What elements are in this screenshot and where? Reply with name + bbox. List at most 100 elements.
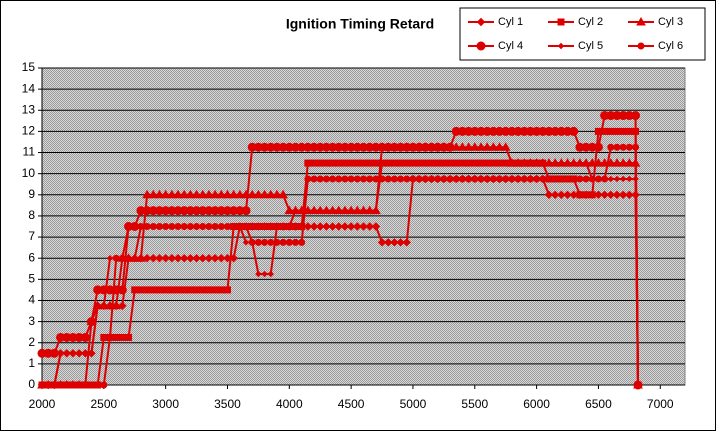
marker: [453, 159, 460, 167]
marker: [217, 286, 225, 294]
marker: [341, 207, 349, 214]
marker: [223, 223, 231, 230]
marker: [483, 175, 491, 183]
marker: [316, 222, 325, 231]
marker: [494, 142, 505, 151]
marker: [304, 207, 312, 214]
marker: [210, 189, 220, 199]
marker: [551, 159, 559, 167]
marker: [136, 253, 146, 262]
marker: [544, 190, 554, 200]
marker: [186, 223, 194, 230]
marker: [253, 189, 264, 199]
marker: [347, 159, 355, 167]
marker: [397, 159, 404, 167]
marker: [284, 205, 295, 215]
marker: [618, 190, 628, 200]
marker: [44, 381, 52, 389]
marker: [545, 159, 553, 167]
marker: [489, 175, 497, 183]
y-tick-label: 7: [28, 229, 35, 243]
marker: [476, 142, 486, 151]
marker: [247, 189, 258, 199]
marker: [465, 175, 473, 183]
marker: [118, 301, 127, 310]
marker: [265, 189, 276, 199]
y-tick-label: 15: [22, 60, 36, 74]
marker: [445, 142, 455, 152]
marker: [248, 223, 256, 230]
marker: [155, 253, 164, 263]
marker: [397, 175, 405, 183]
marker: [323, 207, 330, 214]
marker: [632, 143, 640, 151]
marker: [372, 207, 380, 214]
lines: [37, 111, 643, 390]
marker: [63, 381, 71, 389]
x-tick-label: 4000: [276, 397, 303, 411]
y-tick-label: 11: [23, 145, 36, 159]
marker: [100, 381, 108, 389]
marker: [607, 175, 615, 183]
marker: [359, 222, 368, 231]
marker: [329, 159, 337, 167]
marker: [210, 253, 220, 263]
marker: [162, 223, 170, 230]
y-tick-label: 13: [22, 102, 36, 116]
marker: [94, 381, 102, 389]
marker: [619, 175, 627, 183]
marker: [174, 286, 182, 294]
y-tick-label: 14: [22, 81, 36, 95]
marker: [335, 175, 343, 183]
marker: [186, 286, 194, 294]
marker: [502, 175, 510, 183]
marker: [624, 158, 635, 167]
marker: [166, 189, 177, 199]
marker: [613, 127, 621, 135]
marker: [329, 207, 336, 214]
marker: [149, 286, 157, 294]
marker: [230, 223, 238, 230]
marker: [168, 286, 176, 294]
x-tick-label: 3500: [214, 397, 241, 411]
marker: [612, 190, 622, 200]
marker: [335, 207, 342, 214]
x-tick-label: 7000: [647, 397, 674, 411]
marker: [137, 286, 145, 294]
legend-label: Cyl 4: [498, 40, 523, 52]
marker: [619, 143, 627, 151]
x-tick-label: 6000: [523, 397, 550, 411]
marker: [335, 159, 343, 167]
y-tick-label: 10: [22, 166, 36, 180]
marker: [520, 175, 528, 183]
marker: [372, 159, 380, 167]
marker: [69, 350, 77, 357]
marker: [143, 223, 151, 230]
marker: [390, 238, 399, 247]
marker: [216, 189, 227, 199]
marker: [377, 238, 387, 247]
marker: [142, 189, 152, 199]
marker: [409, 175, 417, 183]
marker: [154, 189, 165, 199]
marker: [131, 223, 139, 230]
marker: [228, 189, 239, 199]
marker: [563, 190, 572, 200]
marker: [600, 190, 609, 200]
marker: [285, 238, 293, 246]
series: [37, 111, 643, 390]
marker: [341, 175, 349, 183]
marker: [341, 159, 349, 167]
marker: [415, 175, 423, 183]
y-tick-label: 2: [28, 335, 35, 349]
marker: [569, 190, 578, 200]
y-tick-label: 3: [28, 314, 35, 328]
marker: [242, 223, 250, 230]
y-tick-label: 12: [22, 124, 36, 138]
marker: [57, 381, 65, 389]
marker: [180, 223, 188, 230]
marker: [322, 222, 331, 231]
marker: [316, 175, 324, 183]
marker: [198, 253, 207, 263]
